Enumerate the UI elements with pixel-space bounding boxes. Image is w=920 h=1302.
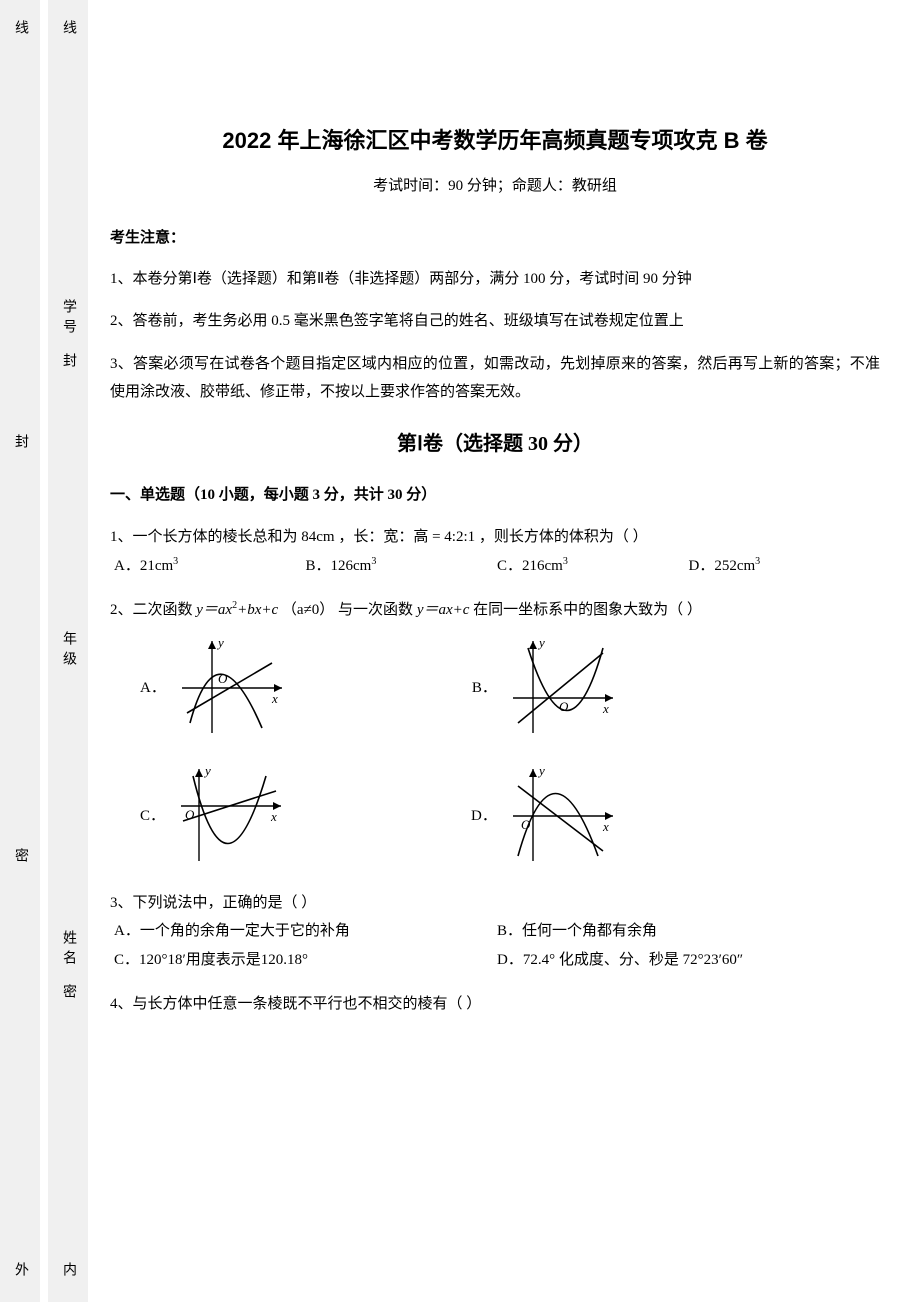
q1-stem: 1、一个长方体的棱长总和为 84cm ，长：宽：高 = 4:2:1 ，则长方体的…: [110, 523, 880, 552]
inner-field-2: 姓名: [58, 930, 78, 970]
q3-opt-b: B．任何一个角都有余角: [497, 917, 880, 946]
inner-margin: 线 学号 封 年级 姓名 密 内: [48, 0, 88, 1302]
q1-opt-a: A．21cm3: [114, 552, 306, 581]
svg-text:y: y: [203, 763, 211, 778]
svg-text:x: x: [271, 691, 278, 706]
graph-b-svg: x y O: [503, 633, 623, 743]
outer-margin: 线 封 密 外: [0, 0, 40, 1302]
q2-graph-d: D． x y O: [471, 761, 623, 871]
inner-label-3: 内: [58, 1262, 78, 1282]
notice-item-2: 3、答案必须写在试卷各个题目指定区域内相应的位置，如需改动，先划掉原来的答案，然…: [110, 350, 880, 407]
graph-c-svg: x y O: [171, 761, 291, 871]
q4-stem: 4、与长方体中任意一条棱既不平行也不相交的棱有（ ）: [110, 990, 880, 1019]
q2-stem: 2、二次函数 y＝ax2+bx+c （a≠0） 与一次函数 y＝ax+c 在同一…: [110, 596, 880, 625]
inner-label-2: 密: [58, 984, 78, 1004]
q3-opt-a: A．一个角的余角一定大于它的补角: [114, 917, 497, 946]
q1-opt-c: C．216cm3: [497, 552, 689, 581]
graph-a-svg: x y O: [172, 633, 292, 743]
question-3: 3、下列说法中，正确的是（ ） A．一个角的余角一定大于它的补角 B．任何一个角…: [110, 889, 880, 975]
inner-field-0: 学号: [58, 299, 78, 339]
graph-d-svg: x y O: [503, 761, 623, 871]
svg-text:x: x: [602, 819, 609, 834]
q2-graph-a: A． x y O: [140, 633, 292, 743]
svg-text:y: y: [537, 763, 545, 778]
inner-label-0: 线: [58, 20, 78, 40]
outer-label-0: 线: [10, 20, 30, 40]
page-content: 2022 年上海徐汇区中考数学历年高频真题专项攻克 B 卷 考试时间：90 分钟…: [110, 0, 900, 1055]
q1-opt-b: B．126cm3: [306, 552, 498, 581]
q2-row-1: A． x y O B．: [140, 633, 880, 743]
question-2: 2、二次函数 y＝ax2+bx+c （a≠0） 与一次函数 y＝ax+c 在同一…: [110, 596, 880, 871]
outer-label-3: 外: [10, 1262, 30, 1282]
q2-graph-b: B． x y O: [472, 633, 623, 743]
question-4: 4、与长方体中任意一条棱既不平行也不相交的棱有（ ）: [110, 990, 880, 1019]
outer-label-2: 密: [10, 848, 30, 868]
question-1: 1、一个长方体的棱长总和为 84cm ，长：宽：高 = 4:2:1 ，则长方体的…: [110, 523, 880, 580]
svg-text:x: x: [602, 701, 609, 716]
notice-heading: 考生注意：: [110, 224, 880, 253]
exam-subtitle: 考试时间：90 分钟；命题人：教研组: [110, 172, 880, 201]
q1-opt-d: D．252cm3: [689, 552, 881, 581]
q2-row-2: C． x y O D．: [140, 761, 880, 871]
section1-instructions: 一、单选题（10 小题，每小题 3 分，共计 30 分）: [110, 481, 880, 510]
inner-label-1: 封: [58, 353, 78, 373]
notice-item-0: 1、本卷分第Ⅰ卷（选择题）和第Ⅱ卷（非选择题）两部分，满分 100 分，考试时间…: [110, 265, 880, 294]
q1-options: A．21cm3 B．126cm3 C．216cm3 D．252cm3: [114, 552, 880, 581]
exam-title: 2022 年上海徐汇区中考数学历年高频真题专项攻克 B 卷: [110, 120, 880, 162]
svg-text:x: x: [270, 809, 277, 824]
outer-label-1: 封: [10, 434, 30, 454]
svg-text:O: O: [218, 671, 228, 686]
svg-text:O: O: [559, 699, 569, 714]
inner-field-1: 年级: [58, 631, 78, 671]
svg-text:y: y: [216, 635, 224, 650]
q3-options: A．一个角的余角一定大于它的补角 B．任何一个角都有余角 C．120°18′用度…: [114, 917, 880, 974]
q3-opt-d: D．72.4° 化成度、分、秒是 72°23′60″: [497, 946, 880, 975]
q3-opt-c: C．120°18′用度表示是120.18°: [114, 946, 497, 975]
notice-item-1: 2、答卷前，考生务必用 0.5 毫米黑色签字笔将自己的姓名、班级填写在试卷规定位…: [110, 307, 880, 336]
section1-title: 第Ⅰ卷（选择题 30 分）: [110, 425, 880, 463]
q3-stem: 3、下列说法中，正确的是（ ）: [110, 889, 880, 918]
q2-graph-c: C． x y O: [140, 761, 291, 871]
svg-text:y: y: [537, 635, 545, 650]
